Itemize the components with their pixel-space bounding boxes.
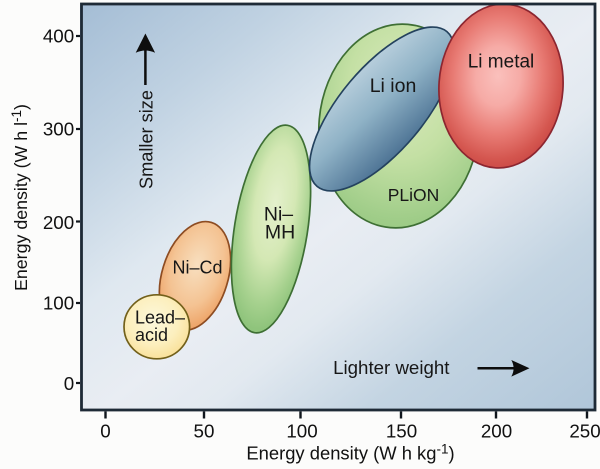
svg-text:Lead–: Lead– <box>135 308 185 328</box>
svg-text:0: 0 <box>100 421 110 442</box>
svg-text:acid: acid <box>135 325 168 345</box>
svg-text:MH: MH <box>265 222 295 244</box>
svg-text:0: 0 <box>64 373 74 394</box>
svg-text:50: 50 <box>194 421 215 442</box>
svg-text:300: 300 <box>43 119 74 140</box>
svg-text:Ni–Cd: Ni–Cd <box>172 258 222 278</box>
svg-text:150: 150 <box>386 421 417 442</box>
svg-text:100: 100 <box>43 293 74 314</box>
svg-text:Ni–: Ni– <box>264 204 293 226</box>
svg-text:200: 200 <box>43 212 74 233</box>
svg-text:Lighter weight: Lighter weight <box>333 357 450 378</box>
svg-text:Smaller size: Smaller size <box>137 90 157 189</box>
svg-text:Li ion: Li ion <box>370 75 417 97</box>
svg-text:100: 100 <box>286 421 317 442</box>
svg-text:Energy density (W h kg-1): Energy density (W h kg-1) <box>246 442 454 464</box>
svg-text:PLiON: PLiON <box>388 185 440 205</box>
svg-text:Li metal: Li metal <box>468 52 535 73</box>
svg-text:200: 200 <box>481 421 512 442</box>
svg-text:400: 400 <box>43 26 74 47</box>
svg-text:250: 250 <box>569 421 600 442</box>
svg-text:Energy density (W h l-1): Energy density (W h l-1) <box>9 104 31 291</box>
